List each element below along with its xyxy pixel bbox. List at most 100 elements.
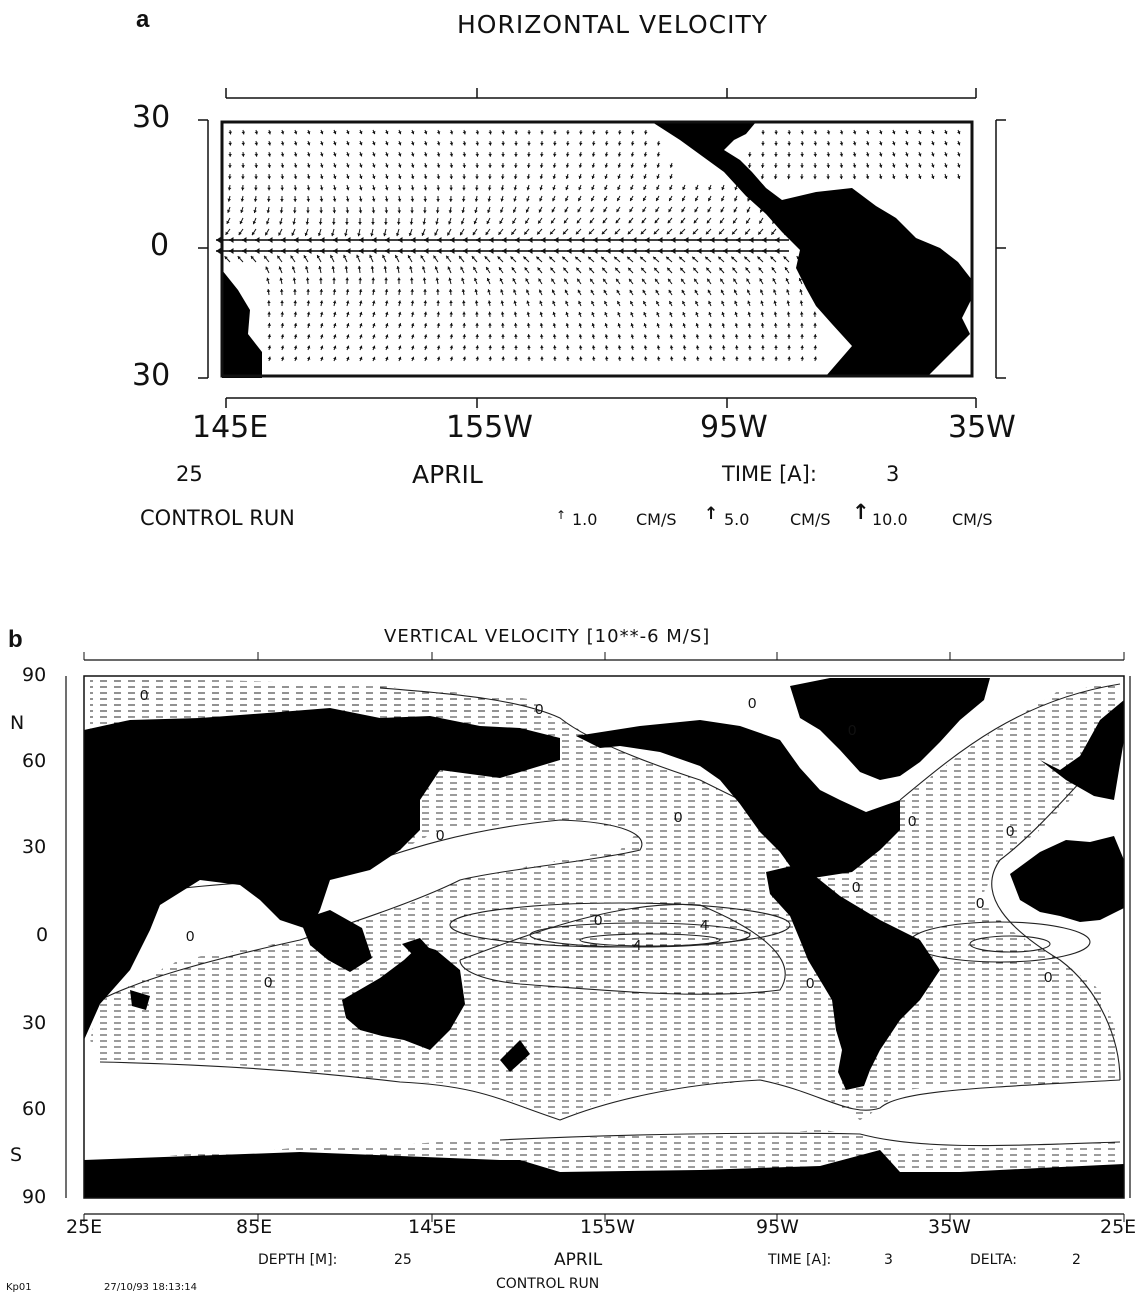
velocity-arrowhead	[306, 288, 310, 292]
velocity-arrowhead	[421, 266, 426, 270]
velocity-arrowhead	[878, 153, 883, 157]
velocity-arrowhead	[333, 323, 337, 327]
velocity-arrowhead	[420, 255, 424, 259]
velocity-arrowhead	[681, 197, 686, 202]
velocity-arrowhead	[761, 131, 765, 135]
velocity-arrowhead	[268, 248, 273, 254]
velocity-arrowhead	[395, 232, 400, 237]
velocity-arrowhead	[488, 334, 492, 337]
velocity-arrowhead	[359, 248, 364, 254]
velocity-arrowhead	[566, 356, 570, 360]
velocity-arrowhead	[580, 248, 585, 254]
velocity-arrowhead	[734, 311, 738, 316]
velocity-arrowhead	[619, 248, 624, 254]
velocity-arrowhead	[448, 210, 453, 214]
velocity-arrowhead	[653, 256, 657, 260]
velocity-arrowhead	[436, 164, 441, 168]
velocity-arrowhead	[434, 266, 439, 270]
velocity-arrowhead	[643, 334, 648, 338]
contour-label: 0	[1006, 823, 1014, 840]
velocity-arrowhead	[606, 237, 611, 243]
velocity-arrowhead	[813, 142, 818, 146]
velocity-arrowhead	[720, 289, 724, 293]
velocity-arrowhead	[852, 164, 857, 168]
velocity-arrowhead	[267, 187, 271, 191]
velocity-arrowhead	[667, 219, 671, 224]
velocity-arrowhead	[487, 198, 492, 202]
velocity-arrowhead	[669, 300, 673, 305]
velocity-arrowhead	[423, 323, 428, 327]
velocity-arrowhead	[398, 130, 402, 135]
velocity-arrowhead	[423, 131, 428, 135]
velocity-arrowhead	[265, 232, 269, 236]
velocity-arrowhead	[345, 210, 350, 214]
velocity-arrowhead	[410, 323, 415, 327]
velocity-arrowhead	[410, 334, 415, 338]
velocity-arrowhead	[736, 237, 741, 243]
velocity-arrowhead	[448, 221, 452, 225]
velocity-arrowhead	[372, 311, 376, 316]
velocity-arrowhead	[786, 300, 791, 304]
velocity-arrowhead	[398, 334, 402, 338]
velocity-arrowhead	[488, 131, 493, 135]
velocity-arrowhead	[512, 220, 516, 224]
velocity-arrowhead	[799, 311, 804, 315]
velocity-arrowhead	[436, 288, 440, 292]
panel-b-y-tick: 90	[22, 664, 47, 686]
velocity-arrowhead	[617, 356, 622, 360]
velocity-arrowhead	[293, 153, 298, 157]
arrow-up-icon: ↑	[852, 500, 870, 524]
velocity-arrowhead	[826, 176, 830, 180]
velocity-arrowhead	[486, 220, 490, 224]
velocity-arrowhead	[346, 323, 350, 327]
velocity-arrowhead	[410, 153, 415, 157]
panel-b-x-tick: 145E	[408, 1216, 457, 1238]
velocity-arrowhead	[760, 164, 765, 168]
velocity-arrowhead	[446, 255, 450, 259]
velocity-arrowhead	[630, 175, 634, 179]
velocity-arrowhead	[462, 356, 467, 360]
velocity-arrowhead	[617, 175, 621, 179]
velocity-arrowhead	[787, 165, 791, 168]
velocity-arrowhead	[449, 311, 453, 315]
velocity-arrowhead	[306, 300, 311, 304]
velocity-arrowhead	[800, 153, 804, 157]
velocity-arrowhead	[553, 142, 557, 146]
velocity-arrowhead	[656, 323, 660, 327]
velocity-arrowhead	[500, 209, 504, 213]
velocity-arrowhead	[447, 232, 451, 236]
velocity-arrowhead	[473, 266, 477, 271]
velocity-arrowhead	[957, 142, 961, 146]
velocity-arrowhead	[424, 248, 429, 254]
contour-label: 0	[852, 879, 860, 896]
plot-stamp-id: Kp01	[6, 1282, 32, 1293]
velocity-arrowhead	[498, 231, 502, 235]
velocity-arrowhead	[705, 256, 709, 260]
velocity-arrowhead	[655, 208, 659, 213]
velocity-arrowhead	[359, 311, 363, 316]
velocity-arrowhead	[694, 208, 698, 213]
velocity-arrowhead	[747, 323, 752, 327]
velocity-arrowhead	[293, 142, 298, 146]
velocity-arrowhead	[671, 237, 676, 243]
velocity-arrowhead	[513, 198, 517, 202]
contour-label: 0	[908, 813, 916, 830]
velocity-arrowhead	[591, 153, 596, 157]
velocity-arrowhead	[721, 300, 725, 305]
velocity-arrowhead	[423, 300, 428, 304]
velocity-arrowhead	[436, 142, 441, 146]
velocity-arrowhead	[944, 142, 948, 146]
velocity-arrowhead	[731, 256, 735, 260]
velocity-arrowhead	[774, 142, 778, 146]
velocity-arrowhead	[410, 356, 415, 360]
velocity-arrowhead	[918, 153, 922, 157]
velocity-arrowhead	[603, 208, 607, 213]
velocity-arrowhead	[695, 312, 699, 316]
velocity-arrowhead	[319, 198, 324, 202]
velocity-arrowhead	[513, 187, 518, 191]
velocity-arrowhead	[761, 142, 765, 146]
velocity-arrowhead	[745, 267, 749, 271]
velocity-arrowhead	[839, 142, 844, 146]
velocity-arrowhead	[332, 311, 337, 315]
velocity-arrowhead	[306, 311, 311, 315]
